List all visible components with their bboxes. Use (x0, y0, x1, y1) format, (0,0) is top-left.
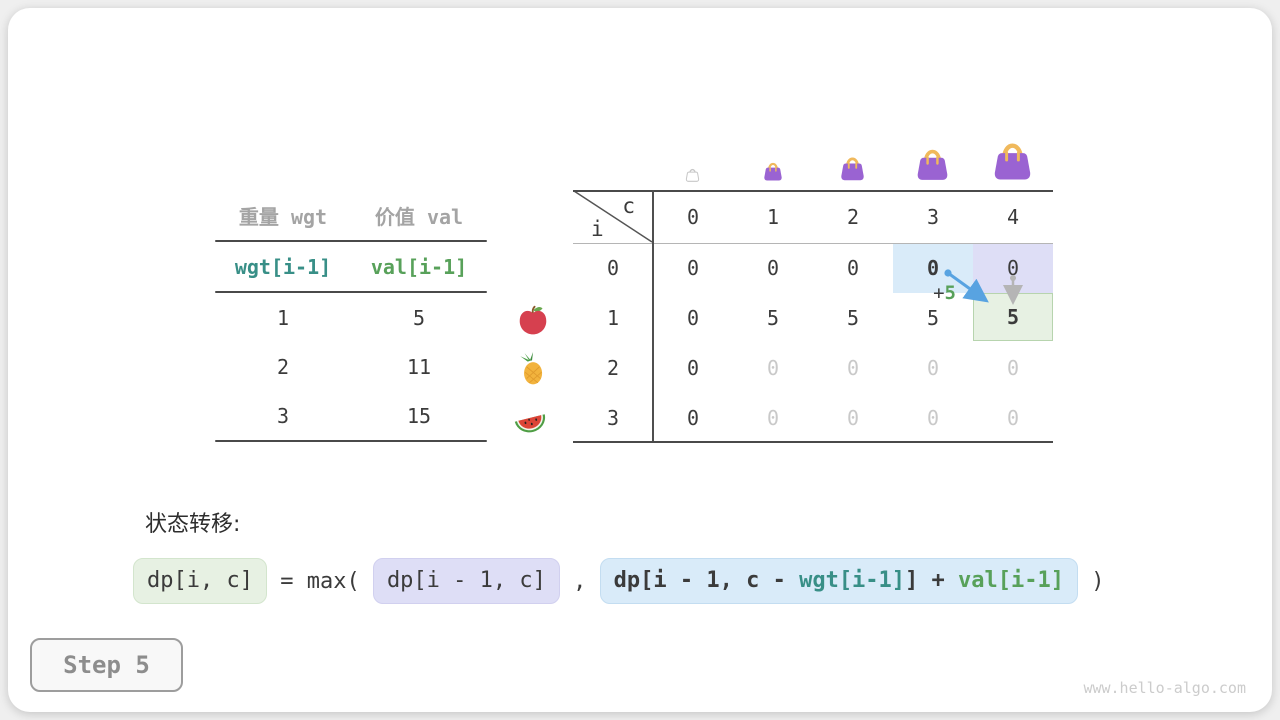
value-column-header: 价值 val (374, 204, 464, 229)
dp-cell-i0-c0: 0 (686, 256, 700, 280)
item-row-1: 1 5 (215, 293, 487, 342)
item-table-index-row: wgt[i-1] val[i-1] (215, 242, 487, 291)
item-table-header-row: 重量 wgt 价值 val (215, 190, 487, 240)
bag-icon-capacity-3 (912, 140, 953, 182)
watermark: www.hello-algo.com (1083, 679, 1246, 697)
dp-cell-i1-c0: 0 (686, 306, 700, 330)
dp-col-header-1: 1 (766, 204, 780, 229)
watermelon-icon (513, 402, 547, 436)
dp-cell-i3-c2: 0 (846, 406, 860, 430)
dp-cell-i1-c4: 5 (973, 293, 1053, 341)
item-var-label: i (591, 217, 604, 241)
formula-wgt-term: wgt[i-1] (799, 568, 906, 593)
dp-cell-i3-c3: 0 (926, 406, 940, 430)
dp-top-border (573, 190, 1053, 192)
dp-cell-i3-c1: 0 (766, 406, 780, 430)
dp-cell-i2-c2: 0 (846, 356, 860, 380)
formula-arg-take-infix: ] + (905, 568, 959, 593)
dp-cell-i1-c1: 5 (766, 306, 780, 330)
empty-bag-icon (684, 165, 701, 182)
dp-row-header-1: 1 (606, 306, 620, 330)
dp-cell-i2-c1: 0 (766, 356, 780, 380)
divider (215, 291, 487, 293)
item-1-weight: 1 (276, 305, 290, 330)
dp-cell-i2-c4: 0 (1006, 356, 1020, 380)
bag-icon-capacity-4 (988, 132, 1037, 182)
bag-icon-capacity-1 (761, 157, 785, 182)
divider (215, 240, 487, 242)
dp-corner-cell: c i (573, 190, 653, 243)
dp-row-header-0: 0 (606, 256, 620, 280)
bag-icon-capacity-2 (837, 150, 868, 182)
dp-cell-i3-c0: 0 (686, 406, 700, 430)
item-2-value: 11 (406, 354, 432, 379)
formula-arg-take: dp[i - 1, c - wgt[i-1]] + val[i-1] (599, 558, 1078, 604)
dp-cell-i0-c4: 0 (973, 243, 1053, 293)
dp-row-header-3: 3 (606, 406, 620, 430)
item-1-value: 5 (412, 305, 426, 330)
step-badge: Step 5 (30, 638, 183, 692)
dp-cell-i2-c3: 0 (926, 356, 940, 380)
add-value-annotation: +5 (876, 282, 956, 304)
dp-cell-i0-c2: 0 (846, 256, 860, 280)
dp-col-header-2: 2 (846, 204, 860, 229)
dp-header-underline (573, 243, 1053, 244)
divider (215, 440, 487, 442)
state-transition-formula: dp[i, c] = max( dp[i - 1, c] , dp[i - 1,… (133, 558, 1105, 604)
item-row-2: 2 11 (215, 342, 487, 391)
item-3-weight: 3 (276, 403, 290, 428)
dp-cell-i3-c4: 0 (1006, 406, 1020, 430)
formula-equals-max: = max( (266, 568, 373, 594)
added-value: 5 (944, 282, 956, 304)
formula-arg-take-prefix: dp[i - 1, c - (613, 568, 800, 593)
dp-bottom-border (573, 441, 1053, 443)
dp-col-header-4: 4 (1006, 204, 1020, 229)
state-transition-caption: 状态转移: (145, 512, 241, 537)
dp-cell-i0-c1: 0 (766, 256, 780, 280)
dp-row-header-2: 2 (606, 356, 620, 380)
formula-arg-skip: dp[i - 1, c] (372, 558, 560, 604)
item-table: 重量 wgt 价值 val wgt[i-1] val[i-1] 1 5 2 11… (215, 190, 487, 442)
item-row-3: 3 15 (215, 391, 487, 440)
apple-icon (516, 303, 550, 337)
pineapple-icon (515, 352, 549, 386)
dp-vertical-divider (652, 190, 654, 443)
item-3-value: 15 (406, 403, 432, 428)
dp-cell-i1-c2: 5 (846, 306, 860, 330)
dp-cell-i2-c0: 0 (686, 356, 700, 380)
plus-sign: + (933, 282, 945, 304)
wgt-index-label: wgt[i-1] (234, 254, 332, 279)
dp-col-header-3: 3 (926, 204, 940, 229)
formula-val-term: val[i-1] (958, 568, 1064, 593)
weight-column-header: 重量 wgt (238, 204, 328, 229)
formula-closing-paren: ) (1078, 568, 1105, 594)
dp-cell-i1-c3: 5 (926, 306, 940, 330)
formula-separator: , (559, 568, 600, 594)
val-index-label: val[i-1] (370, 254, 468, 279)
item-2-weight: 2 (276, 354, 290, 379)
dp-col-header-0: 0 (686, 204, 700, 229)
capacity-var-label: c (622, 194, 635, 218)
formula-lhs: dp[i, c] (133, 558, 267, 604)
